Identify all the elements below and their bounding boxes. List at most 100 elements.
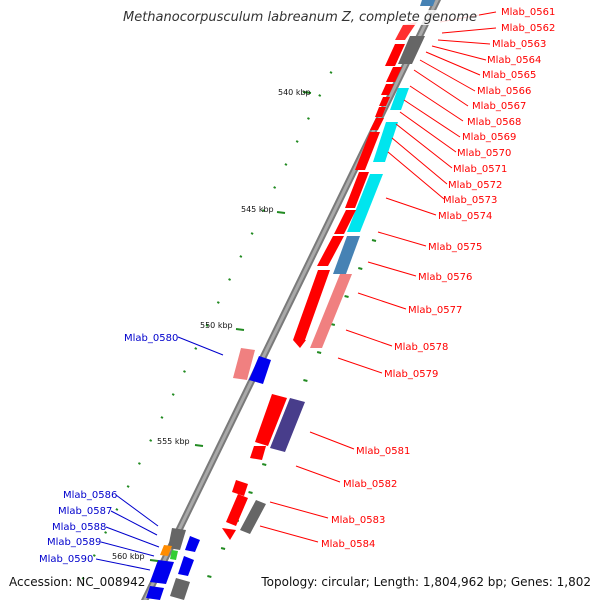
reverse-gene-labels: Mlab_0580 Mlab_0586 Mlab_0587 Mlab_0588 … [39,333,178,565]
gene-label-mlab-0568[interactable]: Mlab_0568 [467,117,521,128]
gene-label-mlab-0564[interactable]: Mlab_0564 [487,55,541,66]
feature-mlab-0582b [250,446,266,460]
tick-mark [194,444,204,447]
gene-label-mlab-0574[interactable]: Mlab_0574 [438,211,492,222]
scale-dot [149,439,153,442]
feature-mlab-0564[interactable] [385,44,405,66]
scale-dot [216,301,220,304]
feature-mlab-0589[interactable] [150,560,174,584]
feature-mlab-0576[interactable] [333,236,360,274]
gene-label-mlab-0582[interactable]: Mlab_0582 [343,479,397,490]
feature-mlab-0584[interactable] [226,494,248,526]
feature-mlab-0580[interactable] [233,348,255,380]
gene-label-mlab-0577[interactable]: Mlab_0577 [408,305,462,316]
gene-label-mlab-0566[interactable]: Mlab_0566 [477,86,531,97]
gene-label-mlab-0575[interactable]: Mlab_0575 [428,242,482,253]
feature-mlab-0561[interactable] [420,0,435,6]
gene-label-mlab-0588[interactable]: Mlab_0588 [52,522,106,533]
feature-mlab-0563[interactable] [398,36,425,64]
scale-dot [228,278,232,281]
gene-label-mlab-0570[interactable]: Mlab_0570 [457,148,511,159]
scale-ticks: 540 kbp 545 kbp 550 kbp 555 kbp 560 kbp [112,88,312,562]
feature-mlab-0571[interactable] [373,122,398,162]
tick-mark [235,328,245,331]
feature-mlab-0579[interactable] [293,270,330,340]
gene-label-mlab-0572[interactable]: Mlab_0572 [448,180,502,191]
scale-dot [295,140,299,143]
scale-dot [183,370,186,373]
tick-label: 560 kbp [112,552,145,561]
accession-label: Accession: [9,575,73,589]
forward-label-connectors [259,11,497,543]
feature-mlab-0580-arrow[interactable] [249,356,271,384]
outer-scale-dots [81,71,377,580]
feature-mlab-0582[interactable] [255,394,287,446]
feature-mlab-0573[interactable] [345,172,369,208]
gene-label-mlab-0571[interactable]: Mlab_0571 [453,164,507,175]
gene-label-mlab-0581[interactable]: Mlab_0581 [356,446,410,457]
feature-mlab-0574[interactable] [347,174,383,232]
scale-dot [126,485,130,488]
feature-mlab-0562[interactable] [395,22,417,40]
gene-label-mlab-0573[interactable]: Mlab_0573 [443,195,497,206]
feature-mlab-0569[interactable] [375,107,386,117]
tick-mark [302,91,312,94]
scale-dot [273,186,277,189]
feature-mlab-0581[interactable] [270,398,305,452]
scale-dot [261,463,267,466]
gene-label-mlab-0563[interactable]: Mlab_0563 [492,39,546,50]
tick-mark [276,211,286,214]
gene-label-mlab-0579[interactable]: Mlab_0579 [384,369,438,380]
scale-dot [92,554,96,557]
gene-label-mlab-0576[interactable]: Mlab_0576 [418,272,472,283]
scale-dot [284,163,288,166]
tick-label: 540 kbp [278,88,311,97]
gene-label-mlab-0561[interactable]: Mlab_0561 [501,7,555,18]
map-title-text: Methanocorpusculum labreanum Z, complete… [121,10,479,25]
gene-label-mlab-0562[interactable]: Mlab_0562 [501,23,555,34]
tick-label: 545 kbp [241,205,274,214]
feature-mlab-0565[interactable] [386,67,402,82]
feature-mlab-0567[interactable] [390,88,409,110]
scale-dot [239,255,243,258]
gene-label-mlab-0569[interactable]: Mlab_0569 [462,132,516,143]
gene-label-mlab-0587[interactable]: Mlab_0587 [58,506,112,517]
reverse-strand-features [146,348,271,600]
gene-label-mlab-0567[interactable]: Mlab_0567 [472,101,526,112]
feature-mlab-0583[interactable] [240,500,266,534]
gene-label-mlab-0565[interactable]: Mlab_0565 [482,70,536,81]
gene-label-mlab-0583[interactable]: Mlab_0583 [331,515,385,526]
gene-label-mlab-0590[interactable]: Mlab_0590 [39,554,93,565]
scale-dot [248,491,253,494]
feature-mlab-0589b [178,556,194,576]
scale-dot [316,351,322,354]
tick-label: 555 kbp [157,437,190,446]
feature-mlab-0577[interactable] [317,236,344,266]
forward-gene-labels: Mlab_0561 Mlab_0562 Mlab_0563 Mlab_0564 … [321,7,555,550]
feature-mlab-0587[interactable] [185,536,200,552]
tick-mark [149,559,159,562]
feature-mlab-0572[interactable] [355,132,380,170]
feature-mlab-0579-end [293,340,306,348]
scale-dot [261,209,265,212]
feature-mlab-0588[interactable] [160,545,172,556]
feature-mlab-0584b [232,480,248,496]
feature-mlab-0586[interactable] [168,528,186,550]
feature-mlab-0590b [146,586,164,600]
gene-label-mlab-0578[interactable]: Mlab_0578 [394,342,448,353]
tick-label: 550 kbp [200,321,233,330]
genome-backbone [140,0,442,600]
feature-mlab-0570[interactable] [370,118,384,130]
gene-label-mlab-0580[interactable]: Mlab_0580 [124,333,178,344]
feature-mlab-0575[interactable] [334,210,356,234]
gene-label-mlab-0589[interactable]: Mlab_0589 [47,537,101,548]
map-title: Methanocorpusculum labreanum Z, complete… [0,10,600,25]
gene-label-mlab-0584[interactable]: Mlab_0584 [321,539,375,550]
feature-mlab-0566[interactable] [381,84,394,95]
scale-dot [303,379,308,382]
scale-dot [371,239,377,242]
feature-mlab-0568[interactable] [379,97,390,106]
feature-mlab-0590[interactable] [170,578,190,600]
gene-label-mlab-0586[interactable]: Mlab_0586 [63,490,117,501]
feature-mlab-0578[interactable] [310,274,352,348]
